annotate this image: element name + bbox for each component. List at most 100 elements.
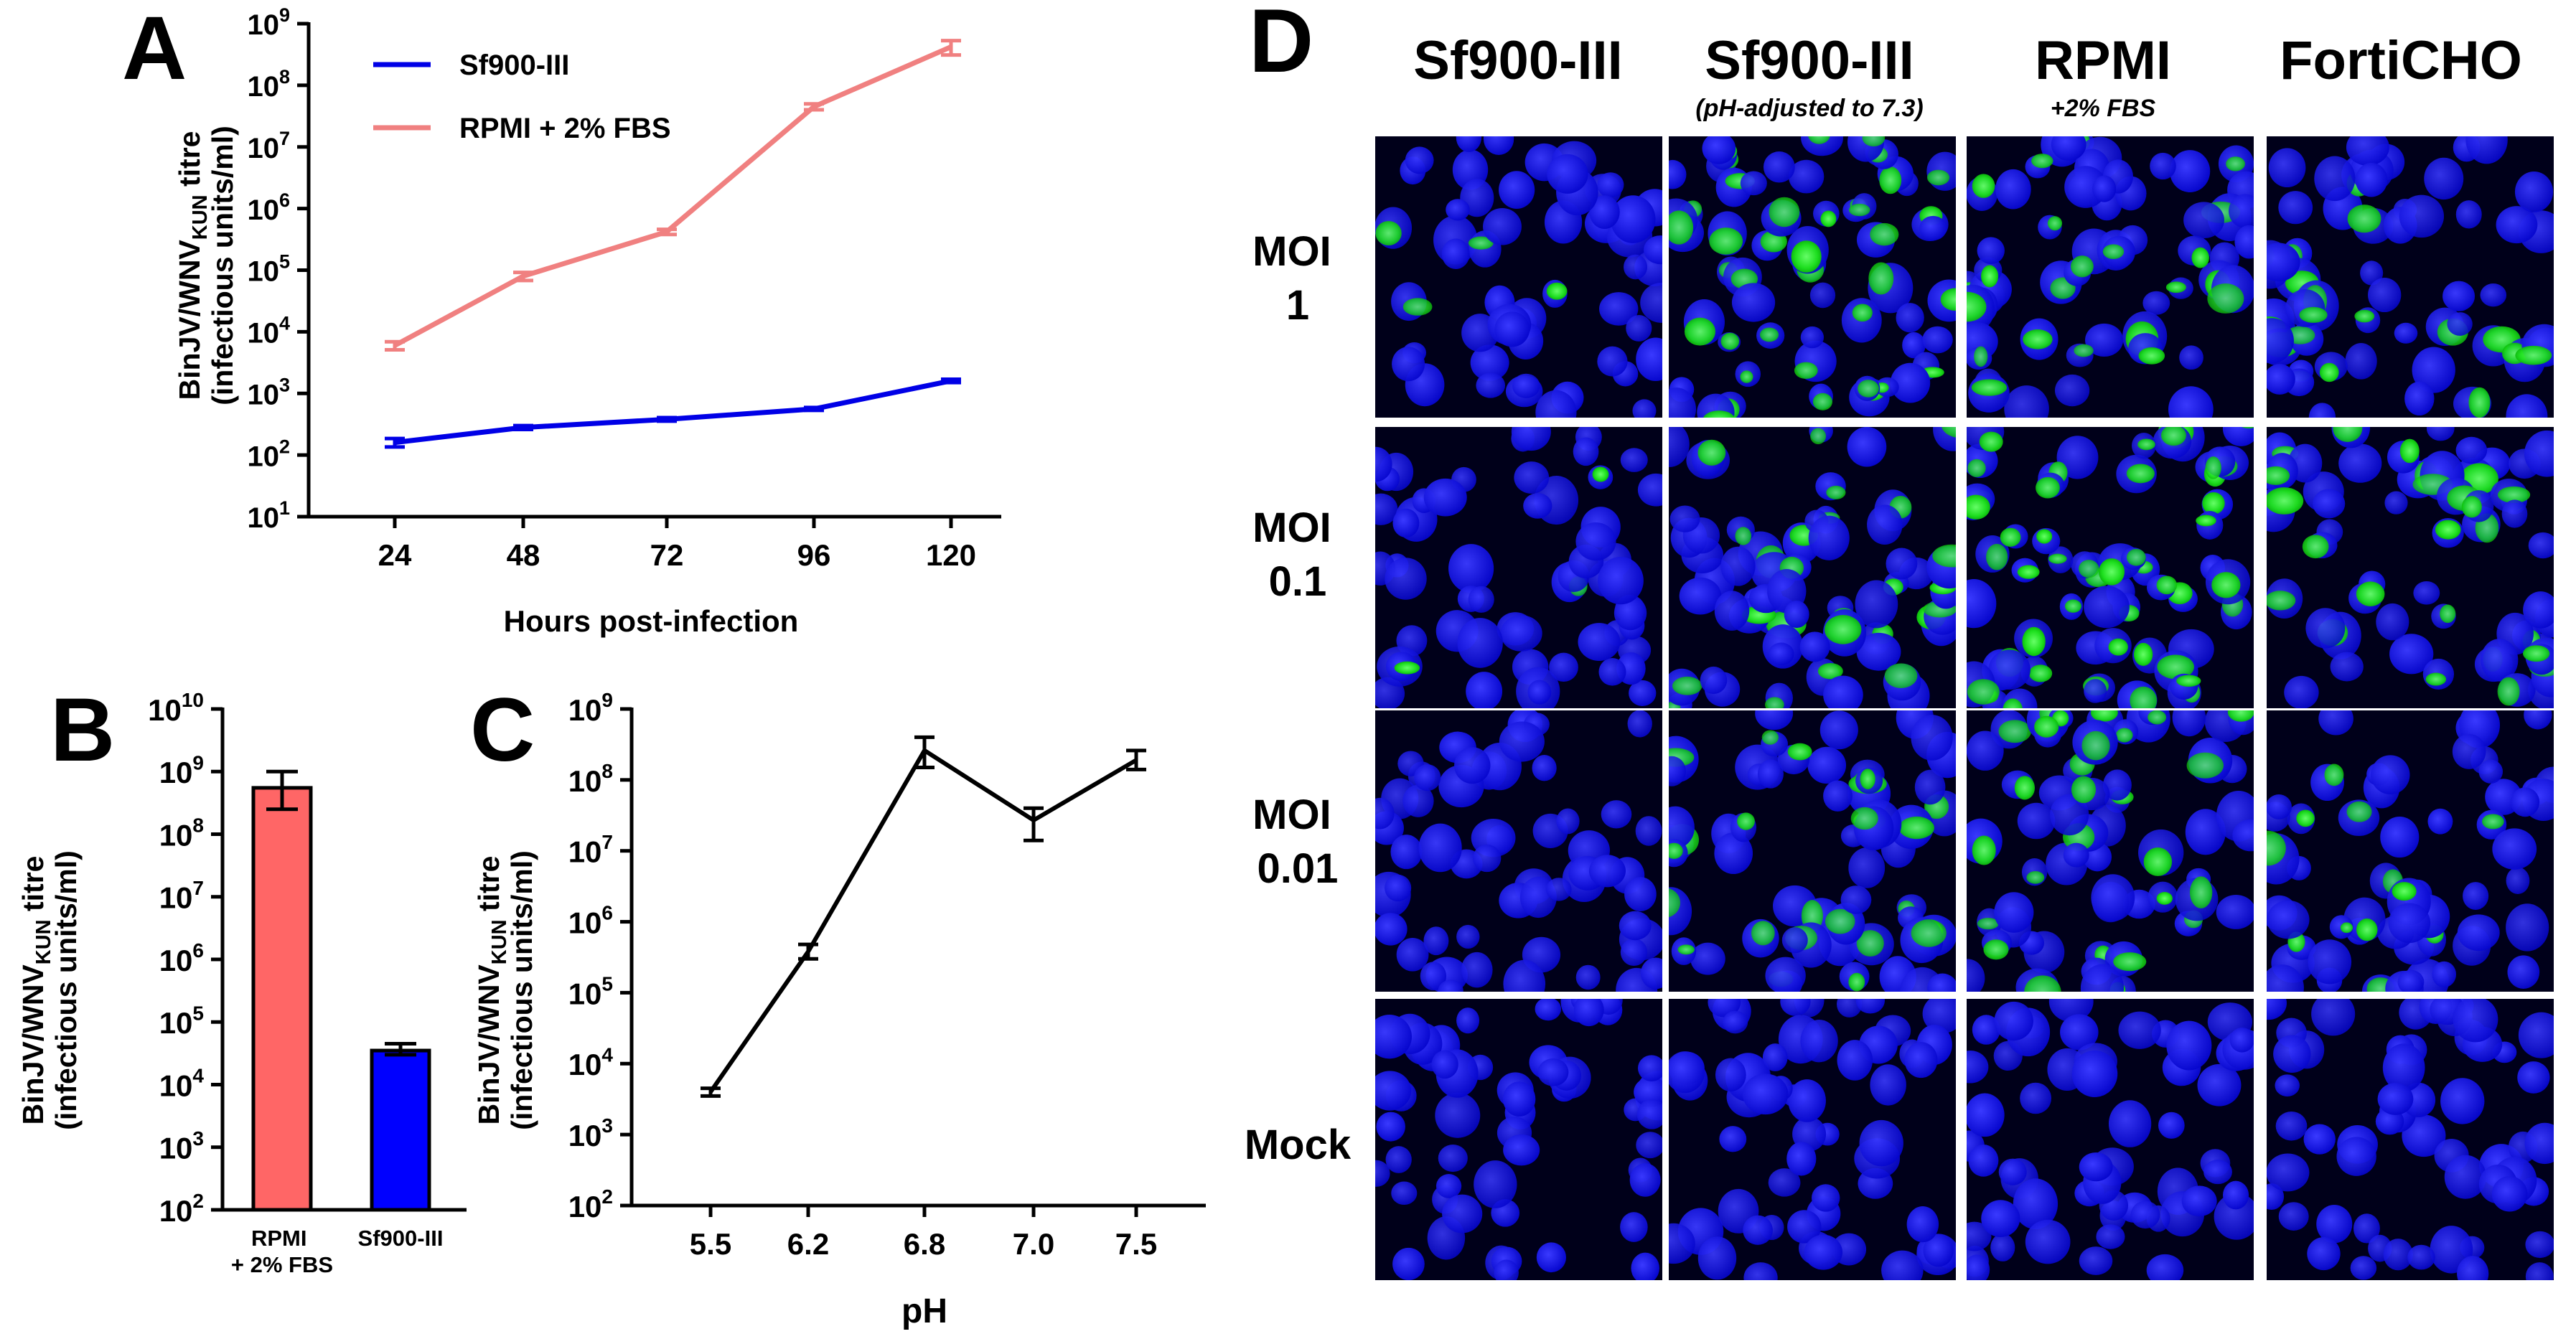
nucleus (2084, 679, 2107, 703)
green-signal (1967, 459, 1986, 477)
nucleus (2197, 1063, 2242, 1107)
nucleus (1418, 823, 1462, 873)
green-signal (2148, 710, 2167, 725)
nucleus (1442, 1194, 1483, 1234)
green-signal (1794, 362, 1818, 379)
green-signal (2014, 776, 2036, 800)
nucleus (1601, 800, 1632, 829)
green-signal (1848, 203, 1870, 217)
nucleus (1620, 938, 1647, 967)
nucleus (2229, 194, 2254, 228)
panel-letter-a: A (122, 0, 187, 98)
nucleus (1720, 546, 1756, 586)
green-signal (2299, 306, 2328, 323)
nucleus (1968, 1145, 1999, 1177)
nucleus (2142, 291, 2170, 315)
nucleus (1402, 784, 1434, 817)
nucleus (1669, 806, 1695, 849)
green-signal (2003, 698, 2023, 708)
micrograph-r2-c1 (1375, 427, 1662, 708)
nucleus (1768, 642, 1794, 666)
nucleus (2313, 489, 2346, 519)
green-signal (2461, 496, 2482, 518)
nucleus (1714, 832, 1753, 875)
green-signal (2440, 604, 2456, 624)
green-signal (1868, 262, 1894, 295)
green-signal (2347, 205, 2381, 233)
micrograph-cells (1967, 710, 2254, 992)
nucleus (2079, 1152, 2113, 1182)
nucleus (1855, 580, 1898, 629)
micrograph-r3-c2 (1669, 710, 1956, 992)
green-signal (2356, 581, 2385, 606)
nucleus (2518, 1012, 2554, 1058)
green-signal (1884, 663, 1918, 688)
nucleus (1385, 558, 1427, 600)
nucleus (1456, 136, 1482, 152)
nucleus (2060, 1014, 2099, 1051)
nucleus (1631, 1252, 1659, 1280)
nucleus (1990, 1234, 2015, 1262)
nucleus (2275, 1111, 2308, 1141)
green-signal (2036, 529, 2053, 544)
nucleus (2463, 882, 2489, 910)
nucleus (1627, 710, 1652, 738)
nucleus (2179, 345, 2203, 370)
chart-a: 101 102 103 104 105 106 107 108 109 24 48 72 96 120 Sf… (247, 4, 1001, 572)
nucleus (1923, 1234, 1954, 1267)
nucleus (1454, 747, 1491, 784)
bar-label-rpmi: RPMI + 2% FBS (231, 1226, 333, 1277)
nucleus (1536, 1242, 1567, 1273)
nucleus (2338, 443, 2382, 483)
green-signal (2523, 645, 2550, 662)
micrograph-cells (1669, 999, 1956, 1280)
nucleus (2267, 900, 2310, 939)
nucleus (2455, 436, 2488, 464)
nucleus (1867, 504, 1903, 545)
nucleus (2278, 1202, 2309, 1231)
nucleus (1644, 235, 1662, 265)
nucleus (1640, 957, 1662, 990)
nucleus (2054, 374, 2090, 407)
micrograph-cells (2267, 710, 2554, 992)
nucleus (1438, 1144, 1468, 1173)
green-signal (1787, 743, 1812, 761)
nucleus (1420, 962, 1447, 991)
green-signal (1672, 676, 1702, 695)
nucleus (1702, 136, 1736, 164)
nucleus (2330, 652, 2364, 682)
nucleus (2413, 581, 2440, 605)
micrograph-r3-c4 (2267, 710, 2554, 992)
green-signal (2333, 427, 2363, 442)
green-signal (1808, 136, 1830, 144)
nucleus (1780, 999, 1811, 1016)
green-signal (2156, 575, 2178, 595)
nucleus (1431, 1050, 1458, 1079)
nucleus (1788, 159, 1825, 194)
nucleus (1809, 282, 1836, 309)
nucleus (2382, 1043, 2425, 1092)
nucleus (1927, 973, 1956, 992)
green-signal (1862, 136, 1886, 147)
green-signal (1911, 919, 1947, 947)
y-tick-label: 109 (159, 751, 204, 789)
nucleus (2399, 194, 2445, 238)
nucleus (2388, 903, 2431, 944)
nucleus (1762, 1043, 1788, 1071)
green-signal (1979, 431, 2003, 452)
nucleus (1514, 461, 1550, 494)
nucleus (1546, 878, 1572, 901)
micrograph-r1-c1 (1375, 136, 1662, 418)
green-signal (2267, 591, 2296, 611)
y-tick-label: 106 (568, 902, 613, 940)
green-signal (1394, 661, 1420, 675)
row-label-moi-0-1: MOI 0.1 (1252, 504, 1343, 605)
nucleus (2465, 136, 2508, 164)
row-label-moi-1: MOI 1 (1252, 228, 1343, 329)
nucleus (2402, 1114, 2446, 1157)
y-tick-label: 104 (568, 1043, 614, 1081)
y-tick-label: 106 (247, 189, 290, 226)
nucleus (1800, 1019, 1838, 1063)
green-signal (1977, 918, 1999, 930)
nucleus (1788, 1079, 1826, 1122)
